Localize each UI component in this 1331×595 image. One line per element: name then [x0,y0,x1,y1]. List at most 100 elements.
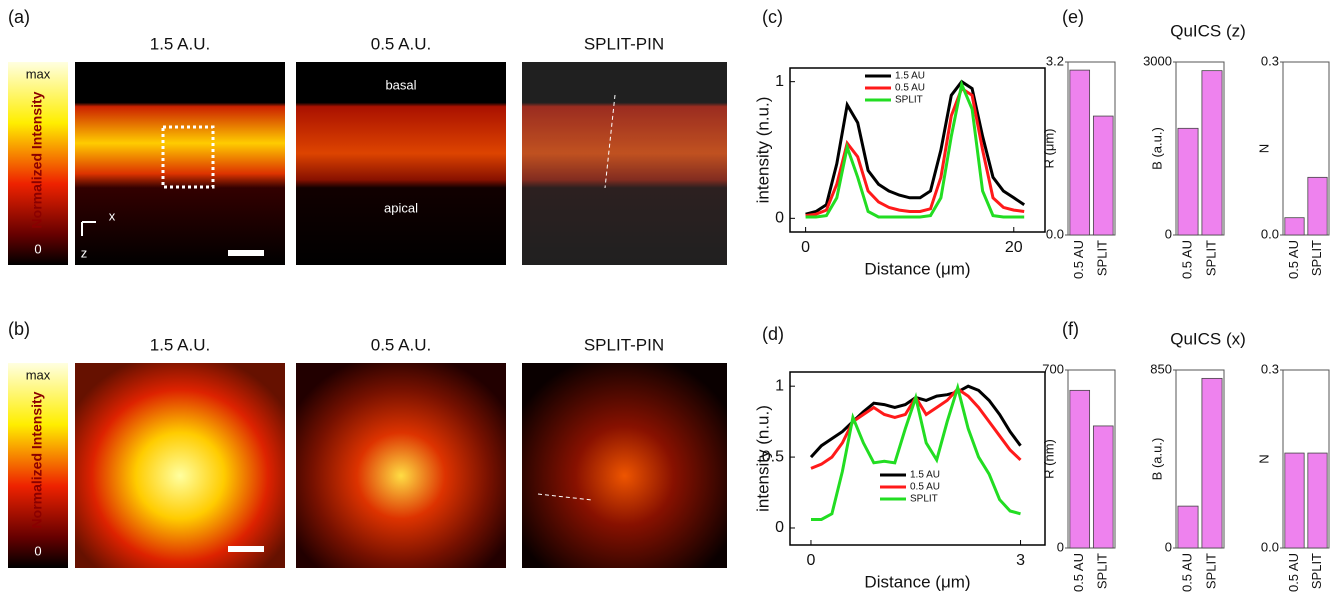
colorbar: max 0 Normalized Intensity [8,363,68,568]
y-axis-label: R (nm) [1041,439,1056,479]
plot-frame [1175,61,1225,236]
y-tick-label: 0 [775,210,784,227]
micrograph [522,62,727,265]
bar [1284,217,1305,236]
bar [1069,389,1091,549]
plot-frame [1175,369,1225,549]
micrograph [296,62,506,265]
y-axis-label: B (a.u.) [1149,438,1164,481]
y-tick-label: 1 [775,73,784,90]
colorbar: max 0 Normalized Intensity [8,62,68,265]
x-tick-label: SPLIT [1203,240,1218,276]
micrograph-overlay [522,62,727,265]
x-tick-label: 0.5 AU [1286,240,1301,279]
x-tick-label: 0.5 AU [1286,553,1301,592]
scale-bar [228,250,264,256]
y-tick-label: 3000 [1143,53,1172,68]
bar [1201,377,1223,549]
colorbar-title: Normalized Intensity [29,391,45,528]
group-title: QuICS (z) [1170,21,1246,40]
plot-frame [789,371,1046,546]
column-title: SPLIT-PIN [584,34,664,53]
roi-box [161,125,215,189]
bar [1092,425,1114,549]
bar [1177,505,1199,549]
panel-label: (f) [1062,319,1079,339]
y-tick-label: 0.3 [1261,361,1279,376]
colorbar-max: max [26,66,51,81]
x-tick-label: SPLIT [1095,553,1110,589]
data-line [811,382,1021,521]
bar [1201,70,1223,236]
legend-label: SPLIT [895,95,923,106]
group-title: QuICS (x) [1170,329,1246,348]
profile-line [537,493,593,501]
scale-bar [228,546,264,552]
x-tick-label: SPLIT [1095,240,1110,276]
y-tick-label: 0.3 [1261,53,1279,68]
data-line [805,79,1025,219]
micrograph [296,363,506,568]
x-tick-label: 0 [807,552,816,569]
annotation: basal [385,77,416,92]
y-axis-label: intensity (n.u.) [753,405,772,512]
y-axis-label: B (a.u.) [1149,127,1164,170]
legend-label: 0.5 AU [895,83,925,94]
colorbar-title: Normalized Intensity [29,91,45,228]
micrograph [522,363,727,568]
x-tick-label: SPLIT [1203,553,1218,589]
plot-frame [1067,369,1116,549]
y-axis-label: intensity (n.u.) [753,97,772,204]
axis-glyph-label: x [109,208,116,223]
bar [1069,69,1091,236]
plot-frame [789,67,1046,233]
x-tick-label: 20 [1005,239,1023,256]
panel-label: (b) [8,319,30,339]
legend-label: SPLIT [910,494,938,505]
x-tick-label: 0.5 AU [1071,240,1086,279]
legend-label: 1.5 AU [910,470,940,481]
y-tick-label: 0 [1057,539,1064,554]
bar [1092,115,1114,236]
column-title: 0.5 A.U. [371,335,431,354]
legend-label: 1.5 AU [895,71,925,82]
y-tick-label: 0.0 [1046,226,1064,241]
x-tick-label: 0.5 AU [1071,553,1086,592]
panel-label: (a) [8,7,30,27]
legend-label: 0.5 AU [910,482,940,493]
colorbar-min: 0 [34,241,41,256]
y-tick-label: 0 [1165,226,1172,241]
y-tick-label: 850 [1150,361,1172,376]
x-tick-label: SPLIT [1309,240,1324,276]
x-tick-label: SPLIT [1309,553,1324,589]
panel-label: (d) [762,324,784,344]
plot-frame [1067,61,1116,236]
y-axis-label: R (μm) [1041,129,1056,169]
y-axis-label: N [1256,144,1271,153]
panel-label: (e) [1062,7,1084,27]
bar [1284,452,1305,549]
micrograph [75,62,285,265]
plot-frame [1282,61,1330,236]
y-tick-label: 0.5 [762,448,784,465]
column-title: 0.5 A.U. [371,34,431,53]
panel-label: (c) [762,7,783,27]
colorbar-max: max [26,367,51,382]
plot-frame [1282,369,1330,549]
colorbar-min: 0 [34,543,41,558]
column-title: 1.5 A.U. [150,34,210,53]
x-axis-label: Distance (μm) [864,572,970,591]
y-tick-label: 0 [1165,539,1172,554]
y-tick-label: 1 [775,377,784,394]
x-tick-label: 0.5 AU [1179,240,1194,279]
x-tick-label: 0.5 AU [1179,553,1194,592]
bar [1307,452,1328,549]
x-tick-label: 0 [801,239,810,256]
axis-glyph [81,221,96,236]
bar [1307,176,1328,236]
data-line [805,86,1025,218]
y-tick-label: 700 [1042,361,1064,376]
column-title: 1.5 A.U. [150,335,210,354]
x-tick-label: 3 [1016,552,1025,569]
